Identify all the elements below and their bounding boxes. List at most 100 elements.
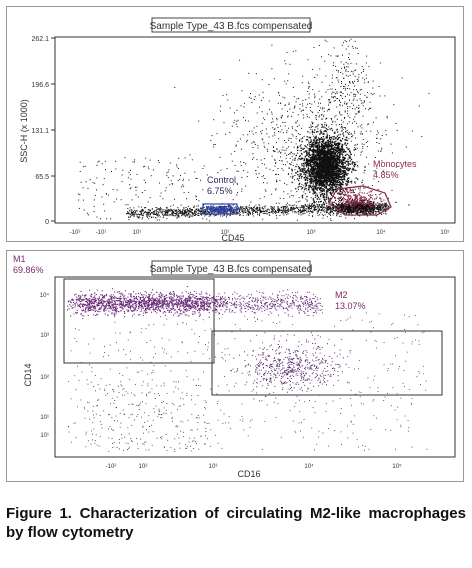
data-point <box>332 96 334 98</box>
data-point <box>335 181 337 183</box>
data-point <box>235 144 237 146</box>
data-point <box>321 114 323 115</box>
data-point <box>368 109 370 111</box>
data-point <box>234 212 236 214</box>
data-point <box>243 106 245 108</box>
data-point <box>259 215 260 217</box>
data-point <box>200 208 202 210</box>
data-point <box>338 215 340 217</box>
data-point <box>291 208 293 210</box>
data-point <box>328 171 330 173</box>
data-point <box>316 74 318 76</box>
data-point <box>338 173 340 175</box>
data-point <box>334 143 336 145</box>
data-point <box>134 213 136 215</box>
data-point <box>274 212 276 213</box>
data-point <box>334 168 336 170</box>
data-point <box>312 122 314 125</box>
data-point <box>213 215 215 217</box>
data-point <box>317 186 319 189</box>
data-point <box>332 148 334 151</box>
x-tick-label: 10⁵ <box>440 229 450 236</box>
data-point <box>325 153 327 155</box>
data-point <box>226 215 228 216</box>
data-point <box>343 149 346 151</box>
data-point <box>334 116 336 118</box>
data-point <box>206 214 208 216</box>
data-point <box>307 208 309 210</box>
data-point <box>340 149 342 151</box>
data-point <box>317 151 319 154</box>
data-point <box>312 126 314 127</box>
data-point <box>308 168 310 170</box>
data-point <box>294 159 296 161</box>
data-point <box>206 212 208 214</box>
data-point <box>301 140 303 143</box>
data-point <box>252 153 254 155</box>
data-point <box>330 175 332 177</box>
data-point <box>365 210 367 212</box>
data-point <box>318 184 320 186</box>
data-point <box>341 162 343 164</box>
data-point <box>236 194 238 196</box>
data-point <box>327 168 330 170</box>
data-point <box>290 208 292 210</box>
data-point <box>390 143 392 145</box>
data-point <box>219 207 221 208</box>
data-point <box>320 206 322 207</box>
data-point <box>300 176 302 178</box>
data-point <box>322 207 324 209</box>
data-point <box>226 216 227 218</box>
data-point <box>324 152 326 154</box>
data-point <box>330 183 332 185</box>
data-point <box>344 142 346 144</box>
data-point <box>189 211 191 212</box>
data-point <box>321 149 323 151</box>
data-point <box>323 210 325 212</box>
data-point <box>366 146 368 148</box>
data-point <box>143 212 145 214</box>
data-point <box>331 144 333 146</box>
data-point <box>183 213 185 215</box>
data-point <box>208 215 210 217</box>
data-point <box>159 211 161 213</box>
data-point <box>285 157 287 159</box>
data-point <box>311 111 313 113</box>
data-point <box>328 213 330 215</box>
data-point <box>333 156 335 158</box>
data-point <box>286 51 288 53</box>
data-point <box>345 194 347 196</box>
data-point <box>335 164 338 166</box>
data-point <box>380 138 382 140</box>
data-point <box>364 169 366 172</box>
data-point <box>325 165 328 167</box>
data-point <box>276 217 278 219</box>
data-point <box>330 174 333 176</box>
data-point <box>155 209 157 211</box>
data-point <box>333 196 336 198</box>
data-point <box>347 181 349 183</box>
data-point <box>297 211 299 212</box>
data-point <box>308 136 310 138</box>
data-point <box>129 214 131 216</box>
data-point <box>344 103 345 105</box>
data-point <box>351 191 353 193</box>
data-point <box>326 172 329 175</box>
data-point <box>307 204 309 206</box>
data-point <box>316 173 318 175</box>
data-point <box>322 206 324 208</box>
data-point <box>282 146 284 148</box>
data-point <box>320 204 322 206</box>
data-point <box>343 193 345 195</box>
data-point <box>322 215 324 217</box>
data-point <box>309 107 311 109</box>
data-point <box>338 170 340 172</box>
data-point <box>336 210 338 212</box>
data-point <box>213 119 215 121</box>
data-point <box>313 206 315 208</box>
data-point <box>309 205 311 207</box>
data-point <box>309 132 311 134</box>
data-point <box>316 149 318 151</box>
data-point <box>305 183 307 185</box>
data-point <box>300 158 302 160</box>
